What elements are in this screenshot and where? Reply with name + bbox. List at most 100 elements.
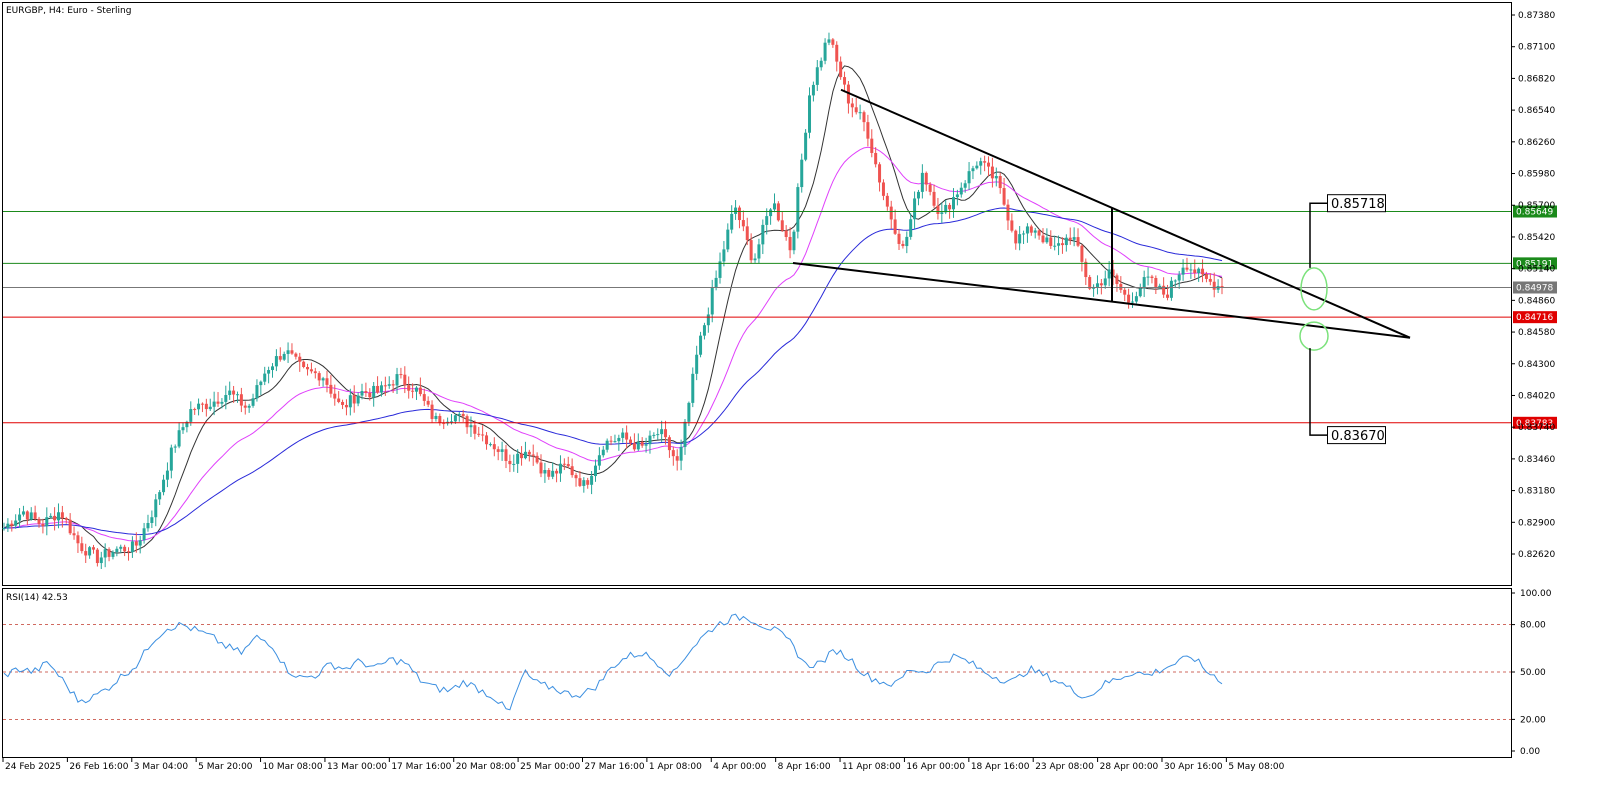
bull-candle <box>971 165 975 180</box>
bull-candle <box>648 430 652 454</box>
price-tick-label: 0.82620 <box>1518 550 1555 560</box>
price-targets[interactable]: 0.85718 0.83670 <box>1309 194 1386 445</box>
bull-candle <box>605 438 609 453</box>
bull-candle <box>827 32 831 46</box>
bull-candle <box>235 391 239 403</box>
bull-candle <box>259 380 263 396</box>
bear-candle <box>870 129 874 158</box>
bear-candle <box>426 396 430 408</box>
bear-candle <box>874 147 878 168</box>
time-tick-label: 11 Apr 08:00 <box>842 762 901 772</box>
bear-candle <box>383 376 387 396</box>
bull-candle <box>699 331 703 358</box>
wedge-lower-trendline[interactable] <box>792 261 1411 339</box>
bear-candle <box>492 437 496 457</box>
bear-candle <box>1002 177 1006 206</box>
price-tick-label: 0.86540 <box>1518 106 1555 116</box>
bull-candle <box>582 477 586 493</box>
bull-candle <box>955 189 959 206</box>
bull-candle <box>321 376 325 387</box>
bull-candle <box>819 57 823 71</box>
bear-candle <box>80 536 84 554</box>
level-price-tag <box>1513 205 1557 218</box>
horizontal-levels[interactable]: 0.85649 0.85191 0.84978 0.84716 0.83783 <box>3 205 1557 429</box>
bear-candle <box>586 477 590 489</box>
bull-candle <box>1057 235 1061 256</box>
bull-candle <box>251 393 255 408</box>
bear-candle <box>399 367 403 379</box>
price-tick-label: 0.84580 <box>1518 328 1555 338</box>
bear-candle <box>290 343 294 355</box>
bear-candle <box>317 371 321 387</box>
bull-candle <box>909 213 913 240</box>
bull-candle <box>772 193 776 213</box>
bear-candle <box>333 384 337 406</box>
price-tick-label: 0.83740 <box>1518 423 1555 433</box>
bear-candle <box>344 399 348 416</box>
bull-candle <box>963 180 967 193</box>
bull-candle <box>726 223 730 253</box>
wedge-pattern[interactable] <box>792 88 1411 351</box>
bull-candle <box>130 536 134 558</box>
bull-candle <box>1064 234 1068 252</box>
bull-candle <box>512 454 516 472</box>
price-tick-label: 0.85700 <box>1518 201 1555 211</box>
bear-candle <box>1111 260 1115 286</box>
bear-candle <box>741 210 745 232</box>
bear-candle <box>1193 259 1197 279</box>
bull-candle <box>1045 228 1049 244</box>
bull-candle <box>387 376 391 389</box>
bull-candle <box>224 385 228 410</box>
bull-candle <box>1072 227 1076 247</box>
bear-candle <box>193 407 197 415</box>
bear-candle <box>508 454 512 473</box>
time-tick-label: 5 Mar 20:00 <box>198 762 253 772</box>
bear-candle <box>555 468 559 483</box>
bull-candle <box>1169 276 1173 301</box>
level-price-tag <box>1513 311 1557 324</box>
price-tick-label: 0.87100 <box>1518 43 1555 53</box>
bull-candle <box>434 412 438 422</box>
bear-candle <box>547 468 551 480</box>
bull-candle <box>796 183 800 239</box>
bear-candle <box>33 505 37 521</box>
bear-candle <box>313 367 317 379</box>
wedge-upper-trendline[interactable] <box>840 88 1411 339</box>
bear-candle <box>784 225 788 241</box>
bull-candle <box>959 182 963 198</box>
level-price-tag <box>1513 416 1557 429</box>
bull-candle <box>1107 261 1111 287</box>
target-up-label-box <box>1327 194 1386 213</box>
bear-candle <box>306 363 310 376</box>
price-tick-label: 0.83460 <box>1518 455 1555 465</box>
bull-candle <box>154 494 158 527</box>
bull-candle <box>590 471 594 495</box>
bull-candle <box>189 401 193 426</box>
bull-candle <box>500 441 504 461</box>
bear-candle <box>481 425 485 442</box>
bull-candle <box>282 351 286 361</box>
bull-candle <box>181 422 185 434</box>
bull-candle <box>1092 284 1096 297</box>
rsi-tick-label: 50.00 <box>1520 668 1546 678</box>
bull-candle <box>6 518 10 533</box>
bull-candle <box>457 411 461 422</box>
candles[interactable] <box>2 32 1224 569</box>
target-down-label: 0.83670 <box>1331 429 1385 444</box>
bear-candle <box>527 449 531 462</box>
breakout-ellipse-lower <box>1299 321 1329 351</box>
bear-candle <box>878 162 882 192</box>
bull-candle <box>111 550 115 560</box>
price-tick-label: 0.84860 <box>1518 296 1555 306</box>
bull-candle <box>636 433 640 452</box>
rsi-tick-label: 100.00 <box>1520 589 1552 599</box>
bear-candle <box>889 200 893 229</box>
time-tick-label: 5 May 08:00 <box>1228 762 1284 772</box>
bull-candle <box>18 508 22 528</box>
bear-candle <box>127 547 131 561</box>
bull-candle <box>975 161 979 170</box>
bear-candle <box>675 449 679 471</box>
bear-candle <box>1220 277 1224 295</box>
bear-candle <box>1014 229 1018 250</box>
